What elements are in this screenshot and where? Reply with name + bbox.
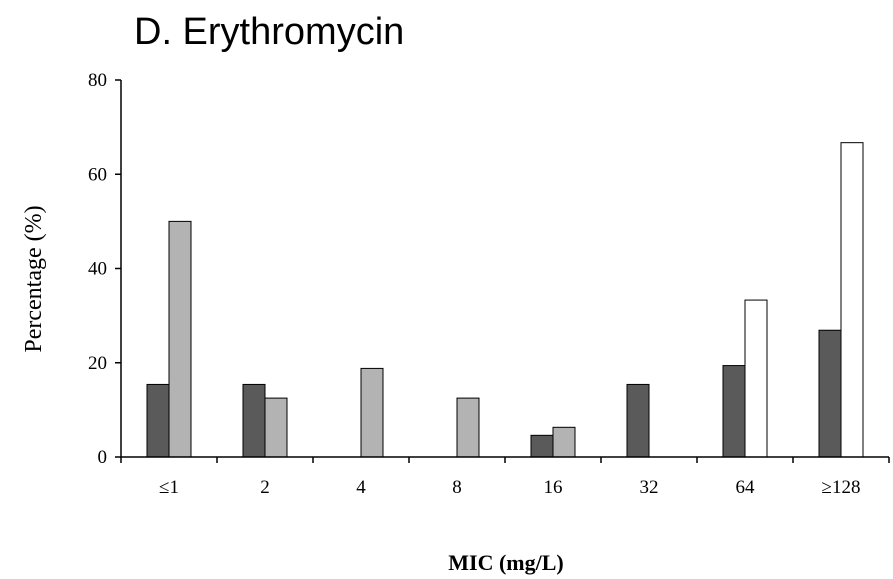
bar-series-2 — [360, 367, 384, 458]
bar-series-1 — [722, 365, 746, 458]
bar-series-2 — [264, 397, 288, 458]
bar-series-1 — [146, 383, 170, 458]
bar-series-2 — [456, 397, 480, 458]
bar-series-3 — [840, 142, 864, 458]
x-axis-label: MIC (mg/L) — [448, 550, 563, 575]
y-tick-label: 60 — [88, 164, 107, 185]
x-tick-label: 4 — [356, 477, 366, 498]
x-tick-label: 64 — [736, 477, 756, 498]
bar-series — [146, 142, 864, 458]
x-tick-label: 16 — [544, 477, 563, 498]
y-axis-label: Percentage (%) — [21, 205, 47, 352]
bar-series-1 — [818, 329, 842, 458]
x-tick-label: ≥128 — [822, 477, 861, 498]
bar-series-2 — [552, 426, 576, 458]
y-tick-label: 20 — [88, 353, 107, 374]
x-axis-ticks: ≤1 2 4 8 16 32 64 ≥128 — [120, 457, 890, 498]
chart-title: D. Erythromycin — [134, 11, 404, 53]
bar-series-1 — [530, 434, 554, 458]
bar-series-3 — [744, 299, 768, 458]
x-tick-label: 2 — [260, 477, 270, 498]
bar-series-1 — [626, 383, 650, 458]
bar-series-2 — [168, 220, 192, 458]
x-tick-label: ≤1 — [159, 477, 179, 498]
y-tick-label: 40 — [88, 259, 107, 280]
y-tick-label: 0 — [98, 447, 108, 468]
y-tick-label: 80 — [88, 70, 107, 91]
x-tick-label: 8 — [452, 477, 462, 498]
x-tick-label: 32 — [640, 477, 659, 498]
y-axis-ticks: 0 20 40 60 80 — [88, 70, 121, 468]
bar-series-1 — [242, 383, 266, 458]
